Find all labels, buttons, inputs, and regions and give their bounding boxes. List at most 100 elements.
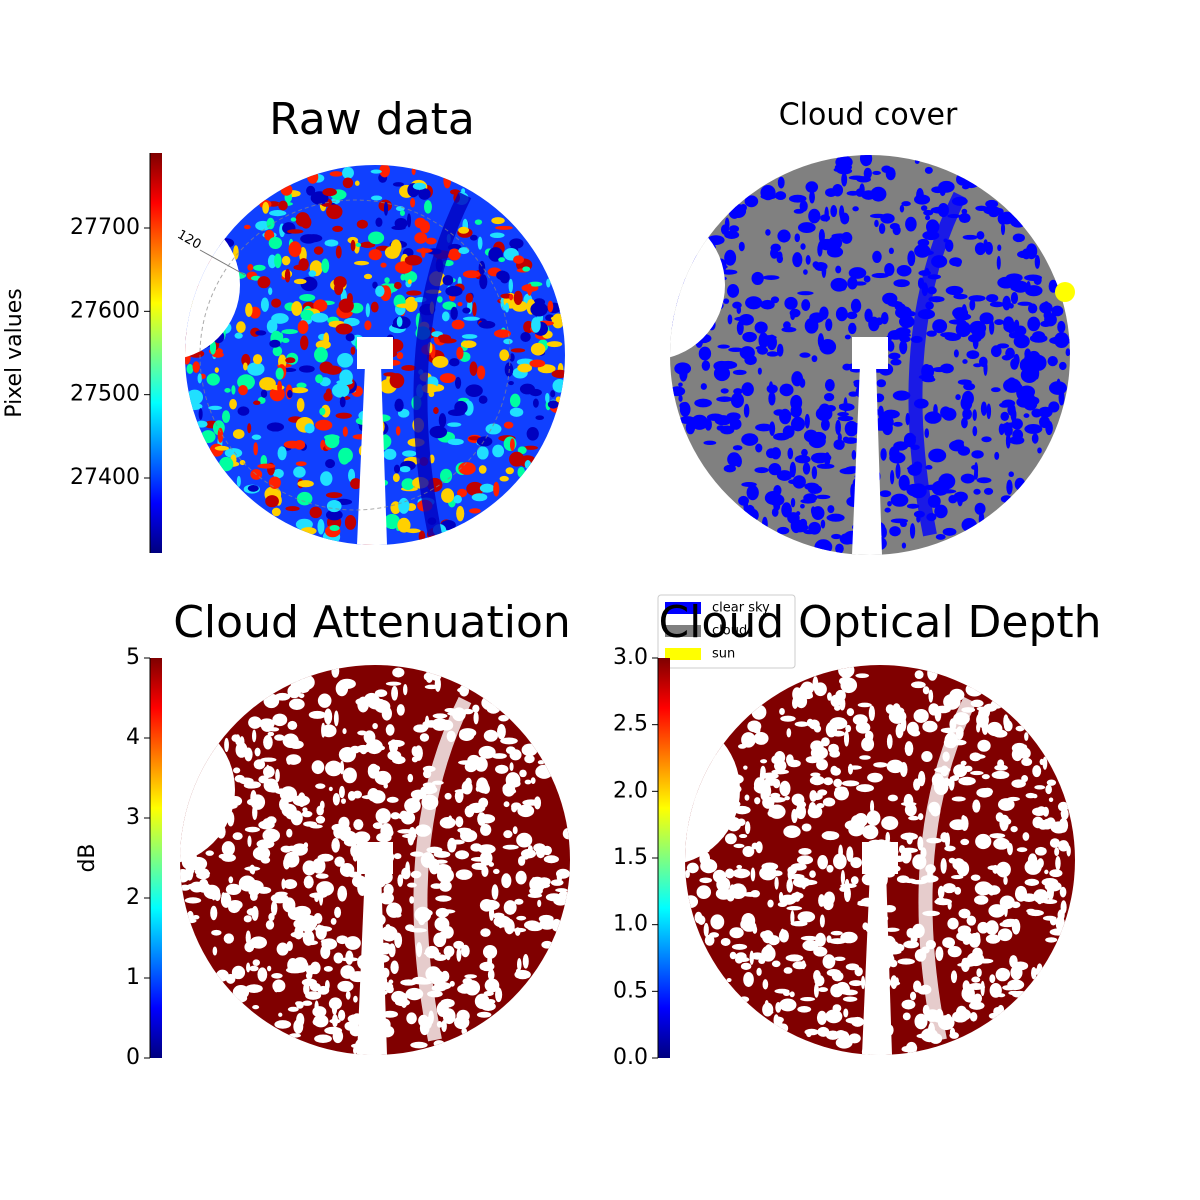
sky-blob: [345, 990, 351, 1000]
sky-blob: [829, 749, 841, 758]
sky-blob: [732, 301, 742, 309]
sky-blob: [735, 455, 742, 468]
sky-blob: [789, 461, 796, 478]
sky-blob: [1012, 233, 1025, 243]
sky-blob: [461, 188, 466, 194]
sky-blob: [960, 473, 975, 484]
sky-blob: [342, 767, 357, 784]
sky-blob: [1049, 838, 1060, 848]
sky-blob: [388, 943, 396, 958]
sky-blob: [350, 844, 360, 858]
sky-blob: [550, 879, 564, 886]
sky-blob: [845, 963, 860, 971]
sky-blob: [403, 270, 418, 283]
sky-blob: [783, 967, 793, 974]
sky-blob: [841, 172, 848, 187]
sky-blob: [299, 293, 316, 302]
sky-blob: [975, 205, 988, 211]
sky-blob: [479, 995, 486, 1010]
sky-blob: [516, 915, 527, 921]
sky-blob: [843, 730, 850, 747]
sky-blob: [510, 348, 526, 353]
sky-blob: [1000, 222, 1006, 236]
sky-blob: [908, 815, 920, 821]
sky-blob: [432, 355, 449, 368]
sky-blob: [794, 233, 801, 243]
sky-blob: [859, 155, 872, 167]
sky-blob: [392, 667, 405, 678]
sky-blob: [410, 1041, 428, 1049]
sky-blob: [372, 722, 378, 730]
sky-blob: [396, 316, 403, 327]
sky-blob: [410, 197, 416, 208]
sky-blob: [805, 255, 811, 265]
sky-blob: [740, 962, 752, 970]
sky-blob: [394, 398, 404, 412]
sky-blob: [716, 396, 733, 402]
sky-blob: [754, 467, 769, 474]
sky-blob: [985, 934, 1001, 944]
sky-blob: [971, 464, 978, 470]
sun-block: [862, 842, 898, 874]
sky-blob: [257, 463, 276, 469]
sky-blob: [811, 355, 818, 363]
sky-blob: [895, 723, 904, 739]
sky-blob: [353, 819, 364, 831]
sky-blob: [997, 1004, 1005, 1015]
sky-blob: [302, 930, 315, 946]
sky-blob: [847, 1036, 856, 1043]
sky-blob: [850, 857, 862, 869]
sky-blob: [465, 292, 474, 303]
sky-blob: [224, 448, 243, 458]
sky-blob: [986, 721, 1003, 737]
sky-blob: [443, 172, 452, 189]
sky-blob: [976, 706, 988, 711]
sky-blob: [401, 365, 417, 371]
sky-blob: [725, 868, 735, 879]
sky-blob: [272, 713, 288, 727]
sky-blob: [340, 957, 359, 962]
sky-blob: [999, 895, 1015, 910]
sky-blob: [972, 409, 977, 422]
sky-blob: [966, 350, 980, 359]
sky-blob: [736, 864, 743, 869]
sky-blob: [755, 346, 766, 351]
sky-blob: [214, 367, 219, 373]
sky-blob: [972, 947, 983, 959]
sky-blob: [530, 877, 537, 893]
sky-blob: [997, 798, 1015, 811]
sky-blob: [473, 711, 479, 725]
sky-blob: [768, 391, 776, 406]
sky-blob: [846, 311, 858, 320]
sky-blob: [334, 906, 342, 918]
sky-blob: [889, 452, 906, 464]
sky-blob: [308, 270, 317, 277]
sky-blob: [947, 946, 962, 958]
sky-blob: [508, 278, 514, 293]
sky-blob: [777, 901, 788, 908]
sky-blob: [931, 186, 945, 194]
sky-blob: [246, 798, 257, 806]
sky-blob: [287, 1006, 299, 1012]
legend-swatch: [665, 648, 701, 660]
sky-blob: [934, 504, 948, 519]
sky-blob: [969, 299, 976, 311]
sky-blob: [723, 298, 730, 304]
sky-blob: [913, 980, 922, 993]
sky-blob: [961, 208, 968, 215]
sky-blob: [745, 296, 763, 310]
sky-blob: [679, 416, 696, 424]
sky-blob: [275, 768, 280, 783]
sky-blob: [991, 770, 1010, 780]
sky-blob: [252, 729, 257, 743]
sky-blob: [770, 243, 782, 252]
sky-blob: [962, 980, 970, 992]
sky-blob: [491, 702, 496, 710]
sky-blob: [495, 987, 503, 1003]
sky-blob: [1031, 966, 1037, 980]
sky-blob: [350, 346, 356, 355]
sky-blob: [469, 361, 478, 376]
sky-blob: [374, 689, 388, 697]
sky-blob: [818, 987, 829, 993]
sky-blob: [547, 400, 559, 409]
